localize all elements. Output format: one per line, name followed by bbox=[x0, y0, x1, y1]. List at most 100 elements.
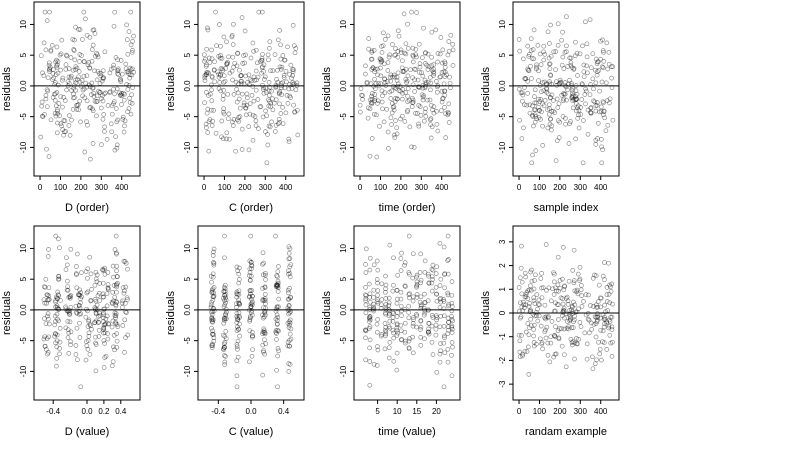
data-point bbox=[211, 285, 217, 290]
data-point bbox=[275, 346, 281, 351]
data-point bbox=[222, 334, 228, 339]
data-point bbox=[234, 294, 240, 300]
data-point bbox=[100, 294, 106, 300]
data-point bbox=[387, 52, 393, 58]
data-point bbox=[77, 320, 82, 326]
data-point bbox=[53, 91, 58, 97]
data-point bbox=[220, 93, 226, 98]
data-point bbox=[560, 276, 565, 282]
data-point bbox=[434, 315, 440, 321]
data-point bbox=[227, 70, 233, 76]
data-point bbox=[585, 107, 591, 113]
data-point bbox=[208, 273, 214, 279]
data-point bbox=[574, 309, 580, 315]
data-point bbox=[438, 276, 444, 282]
data-point bbox=[239, 78, 244, 84]
data-point bbox=[522, 102, 527, 108]
data-point bbox=[541, 43, 547, 49]
data-point bbox=[267, 99, 272, 104]
data-point bbox=[96, 320, 101, 325]
data-point bbox=[209, 315, 215, 320]
data-point bbox=[85, 266, 91, 272]
data-point bbox=[409, 104, 415, 110]
data-point bbox=[410, 323, 416, 329]
data-point bbox=[68, 339, 73, 344]
data-point bbox=[267, 39, 273, 45]
data-point bbox=[366, 281, 372, 287]
data-point bbox=[595, 314, 600, 319]
data-point bbox=[280, 53, 286, 58]
data-point bbox=[450, 47, 456, 53]
data-point bbox=[598, 327, 604, 333]
data-point bbox=[260, 331, 265, 336]
data-point bbox=[48, 117, 54, 123]
data-point bbox=[223, 66, 228, 71]
data-point bbox=[94, 272, 100, 278]
data-point bbox=[595, 136, 600, 141]
data-point bbox=[66, 74, 72, 80]
data-point bbox=[598, 304, 604, 310]
data-point bbox=[221, 288, 227, 294]
data-point bbox=[601, 59, 607, 64]
data-point bbox=[416, 121, 421, 127]
data-point bbox=[249, 310, 254, 315]
data-point bbox=[130, 48, 135, 53]
data-point bbox=[121, 290, 127, 296]
data-point bbox=[286, 296, 292, 302]
data-point bbox=[217, 73, 223, 78]
data-point bbox=[566, 141, 572, 146]
data-point bbox=[206, 148, 212, 154]
data-point bbox=[553, 351, 559, 357]
data-point bbox=[58, 121, 64, 126]
data-point bbox=[101, 75, 106, 81]
data-point bbox=[445, 290, 451, 296]
data-point bbox=[97, 281, 102, 286]
data-point bbox=[124, 295, 130, 301]
data-point bbox=[276, 304, 281, 310]
data-point bbox=[222, 293, 228, 298]
data-point bbox=[88, 104, 93, 110]
data-point bbox=[230, 42, 236, 47]
data-point bbox=[551, 292, 557, 297]
y-tick-label: 0.0 bbox=[19, 304, 28, 316]
data-point bbox=[564, 14, 569, 20]
data-point bbox=[574, 50, 580, 56]
y-axis-title: residuals bbox=[480, 290, 492, 335]
data-point bbox=[229, 33, 235, 38]
data-point bbox=[375, 317, 380, 322]
y-tick-label: 5 bbox=[183, 276, 192, 281]
data-point bbox=[286, 268, 291, 274]
data-point bbox=[112, 9, 118, 15]
data-point bbox=[57, 326, 63, 331]
data-point bbox=[287, 246, 293, 252]
data-point bbox=[262, 296, 268, 301]
data-point bbox=[209, 289, 215, 295]
data-point bbox=[286, 303, 292, 309]
data-point bbox=[244, 102, 250, 108]
data-point bbox=[221, 347, 227, 353]
data-point bbox=[83, 16, 88, 22]
data-point bbox=[218, 53, 223, 58]
data-point bbox=[555, 42, 561, 48]
data-point bbox=[57, 346, 62, 351]
data-point bbox=[593, 56, 599, 62]
data-point bbox=[588, 105, 594, 110]
data-point bbox=[540, 101, 545, 107]
data-point bbox=[234, 384, 240, 390]
data-point bbox=[274, 283, 279, 289]
data-point bbox=[589, 354, 595, 360]
data-point bbox=[84, 32, 90, 38]
data-point bbox=[79, 270, 84, 275]
data-point bbox=[583, 292, 589, 297]
data-point bbox=[394, 125, 400, 131]
data-point bbox=[67, 312, 73, 317]
data-point bbox=[403, 338, 408, 344]
data-point bbox=[608, 314, 614, 320]
data-point bbox=[60, 127, 66, 133]
data-point bbox=[224, 39, 229, 45]
data-point bbox=[576, 112, 581, 118]
data-point bbox=[528, 316, 534, 322]
data-point bbox=[606, 50, 612, 55]
data-point bbox=[243, 105, 248, 111]
data-point bbox=[261, 77, 267, 82]
